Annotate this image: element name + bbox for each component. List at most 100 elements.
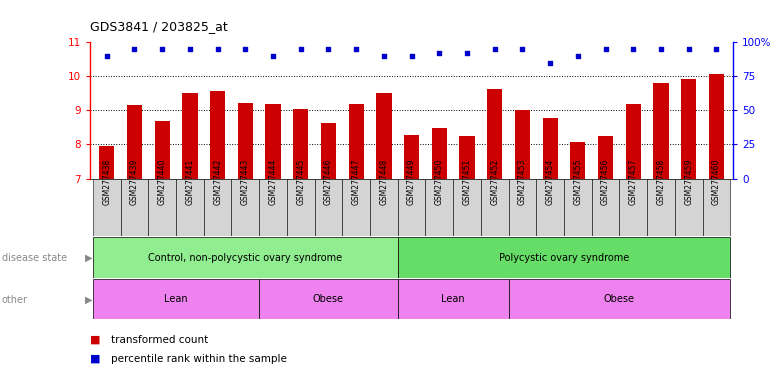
- Bar: [154, 121, 170, 179]
- Text: GSM277454: GSM277454: [546, 159, 554, 205]
- Bar: [626, 104, 641, 179]
- Bar: [148, 179, 176, 236]
- Text: GSM277440: GSM277440: [158, 159, 167, 205]
- Text: ▶: ▶: [85, 295, 93, 305]
- Point: [516, 46, 528, 52]
- Text: Polycystic ovary syndrome: Polycystic ovary syndrome: [499, 253, 629, 263]
- Bar: [619, 179, 647, 236]
- Text: GSM277453: GSM277453: [518, 159, 527, 205]
- Text: GSM277460: GSM277460: [712, 159, 721, 205]
- Bar: [266, 104, 281, 179]
- Text: GSM277444: GSM277444: [269, 159, 278, 205]
- Point: [239, 46, 252, 52]
- Text: GDS3841 / 203825_at: GDS3841 / 203825_at: [90, 20, 228, 33]
- Bar: [397, 279, 509, 319]
- Bar: [376, 93, 391, 179]
- Bar: [702, 179, 730, 236]
- Text: other: other: [2, 295, 27, 305]
- Text: GSM277439: GSM277439: [130, 159, 139, 205]
- Point: [544, 60, 557, 66]
- Text: GSM277442: GSM277442: [213, 159, 222, 205]
- Point: [405, 53, 418, 59]
- Bar: [260, 179, 287, 236]
- Point: [267, 53, 279, 59]
- Text: disease state: disease state: [2, 253, 67, 263]
- Text: percentile rank within the sample: percentile rank within the sample: [111, 354, 286, 364]
- Bar: [592, 179, 619, 236]
- Bar: [93, 179, 121, 236]
- Point: [350, 46, 362, 52]
- Bar: [121, 179, 148, 236]
- Point: [461, 50, 474, 56]
- Bar: [459, 136, 474, 179]
- Bar: [536, 179, 564, 236]
- Bar: [293, 109, 308, 179]
- Text: ▶: ▶: [85, 253, 93, 263]
- Text: GSM277441: GSM277441: [186, 159, 194, 205]
- Bar: [370, 179, 397, 236]
- Text: GSM277443: GSM277443: [241, 159, 250, 205]
- Bar: [453, 179, 481, 236]
- Bar: [709, 74, 724, 179]
- Text: GSM277455: GSM277455: [573, 159, 583, 205]
- Text: GSM277447: GSM277447: [352, 159, 361, 205]
- Bar: [93, 237, 397, 278]
- Bar: [260, 279, 397, 319]
- Bar: [321, 123, 336, 179]
- Point: [100, 53, 113, 59]
- Point: [156, 46, 169, 52]
- Bar: [653, 83, 669, 179]
- Text: GSM277445: GSM277445: [296, 159, 305, 205]
- Text: GSM277459: GSM277459: [684, 159, 693, 205]
- Bar: [127, 105, 142, 179]
- Bar: [675, 179, 702, 236]
- Point: [322, 46, 335, 52]
- Bar: [481, 179, 509, 236]
- Bar: [487, 89, 503, 179]
- Point: [183, 46, 196, 52]
- Bar: [515, 111, 530, 179]
- Text: Obese: Obese: [604, 294, 635, 305]
- Bar: [647, 179, 675, 236]
- Bar: [397, 237, 730, 278]
- Text: Obese: Obese: [313, 294, 344, 305]
- Bar: [509, 179, 536, 236]
- Text: GSM277449: GSM277449: [407, 159, 416, 205]
- Bar: [349, 104, 364, 179]
- Point: [129, 46, 141, 52]
- Point: [572, 53, 584, 59]
- Bar: [287, 179, 314, 236]
- Bar: [404, 135, 419, 179]
- Text: GSM277457: GSM277457: [629, 159, 637, 205]
- Bar: [210, 91, 225, 179]
- Text: Control, non-polycystic ovary syndrome: Control, non-polycystic ovary syndrome: [148, 253, 343, 263]
- Bar: [93, 279, 260, 319]
- Point: [433, 50, 445, 56]
- Point: [488, 46, 501, 52]
- Bar: [432, 128, 447, 179]
- Bar: [509, 279, 730, 319]
- Bar: [231, 179, 260, 236]
- Text: Lean: Lean: [441, 294, 465, 305]
- Text: GSM277458: GSM277458: [656, 159, 666, 205]
- Point: [295, 46, 307, 52]
- Point: [655, 46, 667, 52]
- Point: [710, 46, 723, 52]
- Point: [212, 46, 224, 52]
- Point: [378, 53, 390, 59]
- Text: GSM277446: GSM277446: [324, 159, 333, 205]
- Text: Lean: Lean: [165, 294, 188, 305]
- Bar: [238, 103, 253, 179]
- Bar: [343, 179, 370, 236]
- Text: GSM277438: GSM277438: [102, 159, 111, 205]
- Bar: [314, 179, 343, 236]
- Bar: [426, 179, 453, 236]
- Text: GSM277451: GSM277451: [463, 159, 471, 205]
- Bar: [598, 136, 613, 179]
- Text: GSM277450: GSM277450: [435, 159, 444, 205]
- Point: [627, 46, 640, 52]
- Point: [682, 46, 695, 52]
- Bar: [176, 179, 204, 236]
- Text: ■: ■: [90, 335, 100, 345]
- Bar: [570, 142, 586, 179]
